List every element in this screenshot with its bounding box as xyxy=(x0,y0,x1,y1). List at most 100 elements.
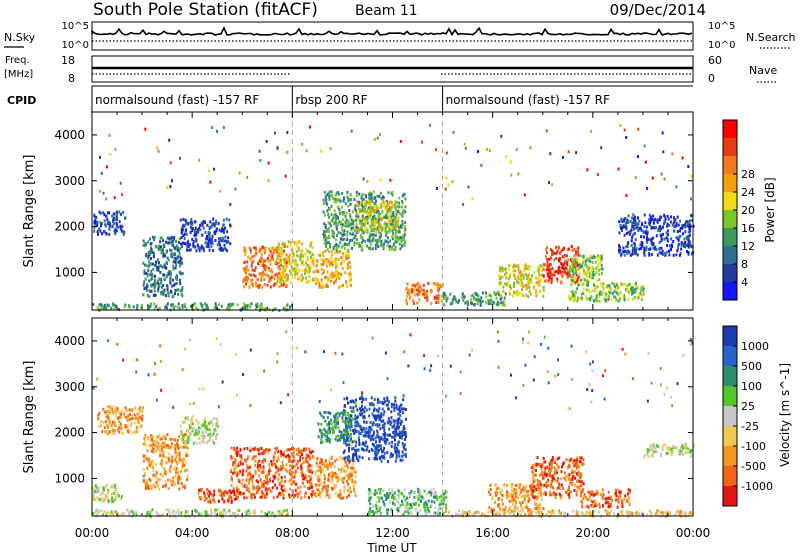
data-cell xyxy=(264,449,267,453)
data-cell xyxy=(338,220,341,224)
data-cell xyxy=(360,201,363,205)
data-cell xyxy=(105,415,108,419)
data-cell xyxy=(196,228,199,232)
data-cell xyxy=(245,459,248,463)
data-cell xyxy=(598,272,601,276)
data-cell xyxy=(618,245,621,249)
data-cell xyxy=(401,211,404,215)
data-cell xyxy=(339,250,342,253)
data-cell xyxy=(361,209,363,213)
data-cell xyxy=(381,210,384,214)
data-cell xyxy=(97,487,100,491)
data-cell xyxy=(164,294,167,298)
data-cell xyxy=(353,236,356,240)
data-cell xyxy=(158,265,161,269)
data-cell xyxy=(178,252,181,255)
data-cell xyxy=(279,277,282,281)
data-cell xyxy=(173,481,176,485)
data-cell xyxy=(147,240,150,244)
data-cell xyxy=(395,454,398,458)
data-cell xyxy=(675,253,678,257)
data-cell xyxy=(330,279,332,283)
data-cell xyxy=(322,210,325,214)
data-cell xyxy=(466,300,469,304)
data-cell xyxy=(281,280,283,284)
data-cell xyxy=(339,231,342,235)
data-cell xyxy=(528,289,531,293)
data-cell xyxy=(305,263,308,267)
data-cell xyxy=(430,288,433,292)
data-cell xyxy=(633,296,636,299)
data-cell xyxy=(325,241,328,245)
data-cell xyxy=(388,206,391,210)
data-cell xyxy=(185,433,188,437)
data-cell xyxy=(346,195,349,199)
data-cell xyxy=(313,492,316,496)
data-cell xyxy=(110,500,113,504)
data-cell xyxy=(328,221,331,225)
data-cell xyxy=(262,246,265,249)
data-cell xyxy=(287,453,290,457)
data-cell xyxy=(162,252,165,256)
data-cell xyxy=(263,282,266,286)
data-cell xyxy=(533,285,536,289)
data-cell xyxy=(613,282,615,286)
data-cell xyxy=(183,237,186,241)
data-cell xyxy=(386,433,389,437)
data-cell xyxy=(655,248,658,251)
data-cell xyxy=(497,274,500,278)
data-cell xyxy=(393,406,396,410)
data-cell xyxy=(146,483,149,487)
data-cell xyxy=(162,435,165,439)
data-cell xyxy=(268,477,271,481)
data-cell xyxy=(304,457,307,460)
data-cell xyxy=(220,246,222,250)
data-cell xyxy=(379,235,382,238)
data-cell xyxy=(377,222,380,226)
data-cell xyxy=(177,460,180,464)
data-cell xyxy=(183,420,186,424)
data-cell xyxy=(339,470,342,474)
data-cell xyxy=(175,244,178,248)
data-cell xyxy=(260,495,263,499)
data-cell xyxy=(377,227,380,231)
data-cell xyxy=(561,270,564,274)
data-cell xyxy=(170,236,173,240)
data-cell xyxy=(250,476,253,480)
data-cell xyxy=(655,226,657,229)
data-cell xyxy=(154,444,157,448)
data-cell xyxy=(111,409,114,413)
data-cell xyxy=(362,427,365,431)
data-cell xyxy=(159,278,162,281)
data-cell xyxy=(529,292,532,296)
data-cell xyxy=(137,417,140,420)
data-cell xyxy=(153,307,156,311)
data-cell xyxy=(276,495,279,499)
data-cell xyxy=(378,444,381,448)
data-cell xyxy=(345,280,348,284)
data-cell xyxy=(249,473,252,477)
data-cell xyxy=(159,472,162,476)
data-cell xyxy=(615,291,618,295)
data-cell xyxy=(617,167,620,171)
data-cell xyxy=(108,405,111,409)
data-cell xyxy=(643,224,646,228)
data-cell xyxy=(645,230,648,234)
data-cell xyxy=(308,486,311,490)
data-cell xyxy=(170,238,173,242)
data-cell xyxy=(148,477,151,481)
data-cell xyxy=(171,305,174,309)
data-cell xyxy=(278,252,281,256)
data-cell xyxy=(283,244,286,248)
data-cell xyxy=(402,445,405,449)
data-cell xyxy=(364,217,367,221)
data-cell xyxy=(286,273,289,277)
data-cell xyxy=(574,281,577,285)
data-cell xyxy=(391,247,393,251)
data-cell xyxy=(379,133,381,136)
data-cell xyxy=(520,278,523,282)
data-cell xyxy=(365,427,368,431)
data-cell xyxy=(395,405,398,409)
data-cell xyxy=(391,440,394,444)
power-ylabel: Slant Range [km] xyxy=(22,155,37,268)
